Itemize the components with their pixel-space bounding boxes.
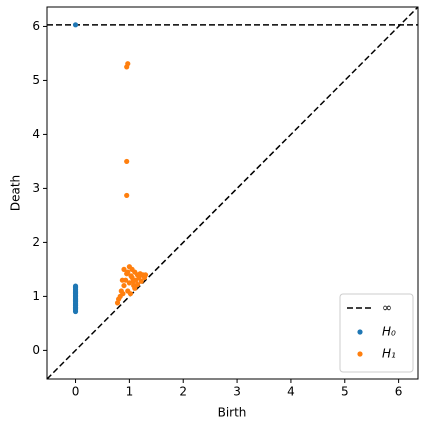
x-tick-label: 0	[72, 385, 80, 399]
x-tick-label: 4	[287, 385, 295, 399]
x-tick-label: 5	[341, 385, 349, 399]
legend-label: H₁	[382, 347, 396, 361]
y-tick-label: 5	[32, 73, 40, 87]
x-tick-label: 1	[126, 385, 134, 399]
x-axis-label: Birth	[218, 406, 247, 420]
y-tick-label: 4	[32, 127, 40, 141]
legend-marker	[357, 351, 363, 357]
legend-box	[339, 293, 414, 373]
legend-label: ∞	[382, 301, 392, 315]
point	[125, 61, 131, 67]
diagonal	[47, 7, 418, 379]
point	[121, 282, 127, 289]
y-tick-label: 0	[32, 343, 40, 357]
y-tick-label: 3	[32, 181, 40, 195]
point	[124, 192, 130, 199]
y-tick-label: 2	[32, 235, 40, 249]
point	[121, 266, 127, 272]
legend-marker	[357, 329, 363, 335]
x-tick-label: 2	[179, 385, 187, 399]
x-tick-label: 6	[395, 385, 403, 399]
point	[120, 291, 126, 297]
point	[132, 285, 138, 291]
point	[119, 277, 125, 283]
point	[125, 269, 131, 275]
point	[72, 283, 79, 289]
plot-frame	[46, 6, 419, 380]
point	[130, 278, 136, 284]
y-tick-label: 1	[32, 289, 40, 303]
point	[124, 158, 130, 165]
point	[138, 278, 144, 284]
point	[72, 22, 79, 28]
legend-label: H₀	[382, 325, 396, 339]
point	[128, 273, 134, 279]
y-tick-label: 6	[32, 19, 40, 33]
y-axis-label: Death	[9, 175, 23, 211]
point	[142, 272, 149, 278]
x-tick-label: 3	[233, 385, 241, 399]
point	[127, 291, 134, 297]
point	[134, 281, 141, 288]
